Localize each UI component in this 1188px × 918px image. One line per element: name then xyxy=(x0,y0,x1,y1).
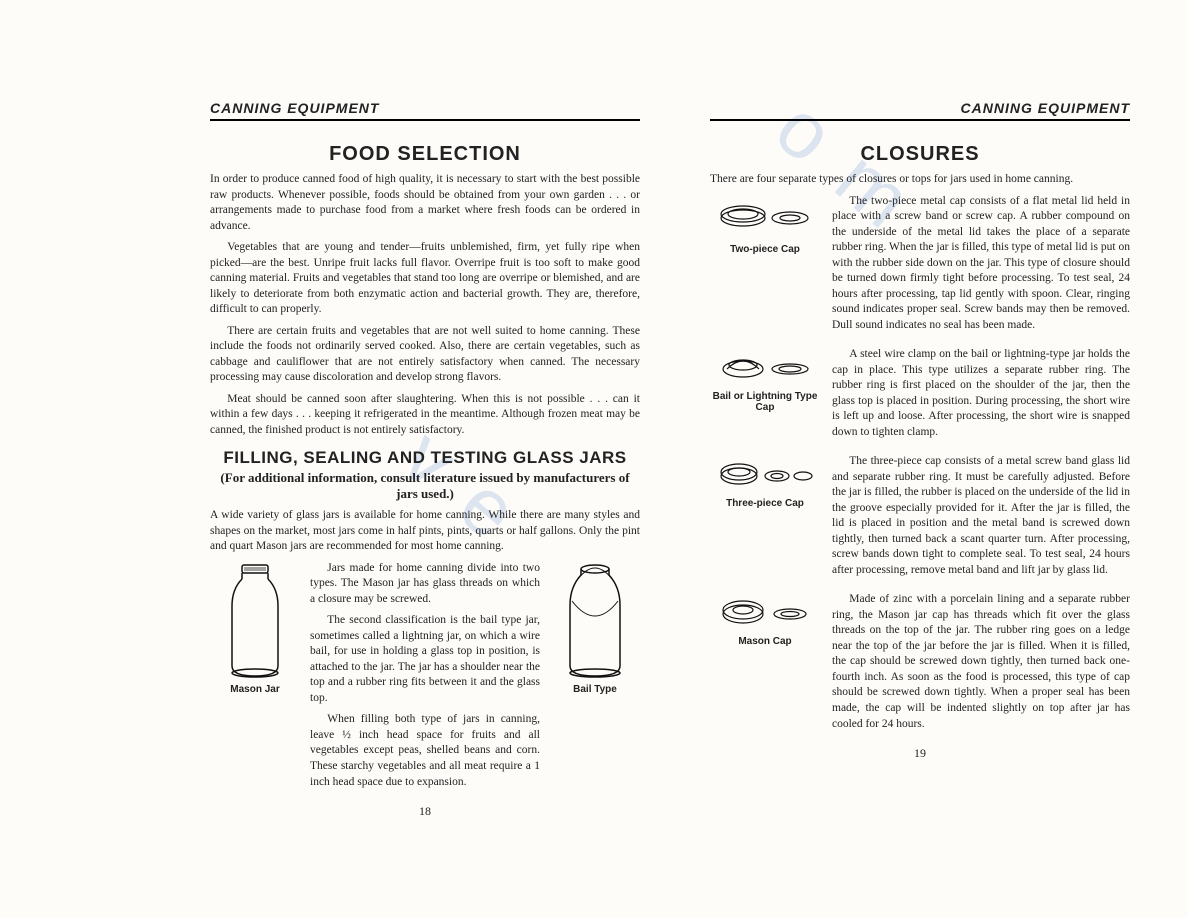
bail-jar-figure: Bail Type xyxy=(550,561,640,796)
bail-jar-icon xyxy=(560,561,630,681)
closure-row-1: Two-piece Cap The two-piece metal cap co… xyxy=(710,194,1130,340)
para-4: Meat should be canned soon after slaught… xyxy=(210,392,640,439)
closure-row-4: Mason Cap Made of zinc with a porcelain … xyxy=(710,592,1130,738)
bail-cap-figure: Bail or Lightning Type Cap xyxy=(710,347,820,446)
jar-text-column: Jars made for home canning divide into t… xyxy=(310,561,540,796)
heading-food-selection: FOOD SELECTION xyxy=(210,143,640,166)
page-number-right: 19 xyxy=(710,746,1130,761)
para-3: There are certain fruits and vegetables … xyxy=(210,324,640,386)
running-head-left: CANNING EQUIPMENT xyxy=(210,100,640,121)
para-6: Jars made for home canning divide into t… xyxy=(310,561,540,608)
bail-cap-label: Bail or Lightning Type Cap xyxy=(713,391,818,413)
page-left: CANNING EQUIPMENT FOOD SELECTION In orde… xyxy=(210,100,670,858)
mason-jar-icon xyxy=(220,561,290,681)
para-7: The second classification is the bail ty… xyxy=(310,613,540,706)
closure-row-2: Bail or Lightning Type Cap A steel wire … xyxy=(710,347,1130,446)
two-piece-cap-figure: Two-piece Cap xyxy=(710,194,820,340)
mason-cap-label: Mason Cap xyxy=(738,636,791,647)
mason-jar-label: Mason Jar xyxy=(230,684,279,695)
bail-jar-label: Bail Type xyxy=(573,684,617,695)
sub-caption: (For additional information, consult lit… xyxy=(210,470,640,502)
bail-cap-icon xyxy=(715,347,815,389)
closure-1-text: The two-piece metal cap consists of a fl… xyxy=(832,194,1130,334)
two-piece-cap-label: Two-piece Cap xyxy=(730,244,800,255)
jar-figure-row: Mason Jar Jars made for home canning div… xyxy=(210,561,640,796)
para-8-start: When filling both type of jars in cannin… xyxy=(310,712,540,790)
mason-cap-figure: Mason Cap xyxy=(710,592,820,738)
mason-cap-icon xyxy=(715,592,815,634)
page-number-left: 18 xyxy=(210,804,640,819)
two-piece-cap-icon xyxy=(715,194,815,242)
closure-3-text: The three-piece cap consists of a metal … xyxy=(832,454,1130,578)
closures-intro: There are four separate types of closure… xyxy=(710,172,1130,188)
book-spread: CANNING EQUIPMENT FOOD SELECTION In orde… xyxy=(0,0,1188,918)
mason-jar-figure: Mason Jar xyxy=(210,561,300,796)
closure-2-text: A steel wire clamp on the bail or lightn… xyxy=(832,347,1130,440)
three-piece-cap-label: Three-piece Cap xyxy=(726,498,804,509)
heading-filling-sealing: FILLING, SEALING AND TESTING GLASS JARS xyxy=(210,448,640,468)
heading-closures: CLOSURES xyxy=(710,143,1130,166)
three-piece-cap-figure: Three-piece Cap xyxy=(710,454,820,584)
page-right: CANNING EQUIPMENT CLOSURES There are fou… xyxy=(670,100,1130,858)
three-piece-cap-icon xyxy=(715,454,815,496)
para-2: Vegetables that are young and tender—fru… xyxy=(210,240,640,318)
para-5: A wide variety of glass jars is availabl… xyxy=(210,508,640,555)
running-head-right: CANNING EQUIPMENT xyxy=(710,100,1130,121)
closure-4-text: Made of zinc with a porcelain lining and… xyxy=(832,592,1130,732)
para-1: In order to produce canned food of high … xyxy=(210,172,640,234)
closure-row-3: Three-piece Cap The three-piece cap cons… xyxy=(710,454,1130,584)
